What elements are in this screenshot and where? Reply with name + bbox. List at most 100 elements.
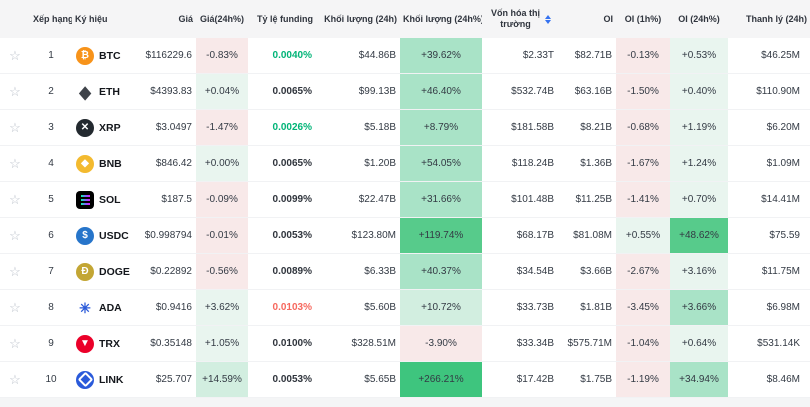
col-header-funding[interactable]: Tỷ lệ funding: [248, 0, 316, 38]
cell-liquidation-24h: $6.98M: [728, 289, 810, 326]
cell-volume-change-24h: +46.40%: [400, 73, 482, 110]
cell-price-change-24h: -0.83%: [196, 38, 248, 74]
col-header-price[interactable]: Giá: [136, 0, 196, 38]
table-row[interactable]: ☆ 9 ▼ TRX $0.35148 +1.05% 0.0100% $328.51M -3.90…: [0, 325, 810, 362]
favorite-star-icon[interactable]: ☆: [9, 191, 21, 207]
cell-oi-change-24h: +0.70%: [670, 181, 728, 218]
cell-favorite: ☆: [0, 289, 30, 326]
cell-symbol[interactable]: Ð DOGE: [72, 253, 136, 290]
cell-rank: 9: [30, 325, 72, 362]
col-header-oi[interactable]: OI: [558, 0, 616, 38]
cell-rank: 8: [30, 289, 72, 326]
cell-symbol[interactable]: SOL: [72, 181, 136, 218]
ada-icon: ✳: [79, 299, 91, 316]
favorite-star-icon[interactable]: ☆: [9, 83, 21, 99]
cell-symbol[interactable]: ◆ ETH: [72, 73, 136, 110]
table-row[interactable]: ☆ 2 ◆ ETH $4393.83 +0.04% 0.0065% $99.13B +46.40…: [0, 73, 810, 110]
favorite-star-icon[interactable]: ☆: [9, 299, 21, 315]
cell-price-change-24h: -0.09%: [196, 181, 248, 218]
table-row[interactable]: ☆ 1 ₿ BTC $116229.6 -0.83% 0.0040% $44.86B +39.6…: [0, 38, 810, 74]
cell-rank: 2: [30, 73, 72, 110]
symbol-label: BTC: [99, 49, 121, 62]
cell-volume-change-24h: +119.74%: [400, 217, 482, 254]
col-header-volPct[interactable]: Khối lượng (24h%): [400, 0, 482, 38]
cell-market-cap: $532.74B: [482, 73, 558, 110]
col-header-oi24h[interactable]: OI (24h%): [670, 0, 728, 38]
cell-open-interest: $1.75B: [558, 361, 616, 398]
cell-price-change-24h: +14.59%: [196, 361, 248, 398]
table-row[interactable]: ☆ 6 $ USDC $0.998794 -0.01% 0.0053% $123.80M +11…: [0, 217, 810, 254]
col-header-chg24h[interactable]: Giá(24h%): [196, 0, 248, 38]
cell-symbol[interactable]: ◆ BNB: [72, 145, 136, 182]
cell-price-change-24h: +3.62%: [196, 289, 248, 326]
cell-volume-change-24h: +8.79%: [400, 109, 482, 146]
col-header-vol[interactable]: Khối lượng (24h): [316, 0, 400, 38]
cell-open-interest: $575.71M: [558, 325, 616, 362]
cell-liquidation-24h: $8.46M: [728, 361, 810, 398]
cell-volume-change-24h: +54.05%: [400, 145, 482, 182]
cell-symbol[interactable]: ✕ XRP: [72, 109, 136, 146]
table-row[interactable]: ☆ 4 ◆ BNB $846.42 +0.00% 0.0065% $1.20B +54.05% $…: [0, 145, 810, 182]
cell-symbol[interactable]: ▼ TRX: [72, 325, 136, 362]
symbol-label: BNB: [99, 157, 122, 170]
cell-funding-rate: 0.0026%: [248, 109, 316, 146]
cell-symbol[interactable]: ✳ ADA: [72, 289, 136, 326]
symbol-label: LINK: [99, 373, 124, 386]
sort-arrows-icon[interactable]: [544, 14, 551, 24]
cell-symbol[interactable]: LINK: [72, 361, 136, 398]
cell-favorite: ☆: [0, 361, 30, 398]
cell-market-cap: $118.24B: [482, 145, 558, 182]
col-header-label: Vốn hóa thị trường: [491, 7, 540, 29]
favorite-star-icon[interactable]: ☆: [9, 227, 21, 243]
cell-favorite: ☆: [0, 253, 30, 290]
favorite-star-icon[interactable]: ☆: [9, 263, 21, 279]
cell-rank: 5: [30, 181, 72, 218]
cell-oi-change-24h: +0.40%: [670, 73, 728, 110]
cell-price: $187.5: [136, 181, 196, 218]
favorite-star-icon[interactable]: ☆: [9, 119, 21, 135]
cell-liquidation-24h: $531.14K: [728, 325, 810, 362]
favorite-star-icon[interactable]: ☆: [9, 371, 21, 387]
cell-open-interest: $11.25B: [558, 181, 616, 218]
sol-icon: [76, 190, 94, 209]
cell-market-cap: $68.17B: [482, 217, 558, 254]
cell-oi-change-1h: +0.55%: [616, 217, 670, 254]
favorite-star-icon[interactable]: ☆: [9, 155, 21, 171]
table-row[interactable]: ☆ 3 ✕ XRP $3.0497 -1.47% 0.0026% $5.18B +8.79% $1…: [0, 109, 810, 146]
cell-price: $0.998794: [136, 217, 196, 254]
table-row[interactable]: ☆ 7 Ð DOGE $0.22892 -0.56% 0.0089% $6.33B +40.37…: [0, 253, 810, 290]
col-header-mcap[interactable]: Vốn hóa thị trường: [482, 0, 558, 38]
table-row[interactable]: ☆ 10 LINK $25.707 +14.59% 0.0053% $5.65B +266.2…: [0, 361, 810, 398]
trx-icon: ▼: [76, 334, 94, 353]
cell-favorite: ☆: [0, 217, 30, 254]
cell-favorite: ☆: [0, 38, 30, 74]
cell-symbol[interactable]: ₿ BTC: [72, 38, 136, 74]
col-header-rank[interactable]: Xếp hạng: [30, 0, 72, 38]
cell-price: $846.42: [136, 145, 196, 182]
cell-volume-24h: $5.65B: [316, 361, 400, 398]
futures-market-table: Xếp hạng Ký hiệu Giá Giá(24h%) Tỷ lệ funding…: [0, 0, 810, 398]
col-header-symbol[interactable]: Ký hiệu: [72, 0, 136, 38]
cell-volume-change-24h: +10.72%: [400, 289, 482, 326]
cell-oi-change-1h: -1.50%: [616, 73, 670, 110]
table-row[interactable]: ☆ 8 ✳ ADA $0.9416 +3.62% 0.0103% $5.60B +10.72% $…: [0, 289, 810, 326]
favorite-star-icon[interactable]: ☆: [9, 47, 21, 63]
cell-open-interest: $82.71B: [558, 38, 616, 74]
cell-funding-rate: 0.0099%: [248, 181, 316, 218]
col-header-liq[interactable]: Thanh lý (24h): [728, 0, 810, 38]
cell-rank: 10: [30, 361, 72, 398]
xrp-icon: ✕: [76, 118, 94, 137]
cell-oi-change-24h: +0.53%: [670, 38, 728, 74]
col-header-oi1h[interactable]: OI (1h%): [616, 0, 670, 38]
table-row[interactable]: ☆ 5 SOL $187.5 -0.09% 0.0099% $22.47B +31.66% $1…: [0, 181, 810, 218]
cell-symbol[interactable]: $ USDC: [72, 217, 136, 254]
col-header-fav[interactable]: [0, 0, 30, 38]
cell-price: $0.35148: [136, 325, 196, 362]
cell-volume-change-24h: +39.62%: [400, 38, 482, 74]
favorite-star-icon[interactable]: ☆: [9, 335, 21, 351]
cell-volume-change-24h: -3.90%: [400, 325, 482, 362]
cell-price-change-24h: -0.56%: [196, 253, 248, 290]
cell-liquidation-24h: $14.41M: [728, 181, 810, 218]
cell-price: $25.707: [136, 361, 196, 398]
cell-volume-24h: $5.18B: [316, 109, 400, 146]
